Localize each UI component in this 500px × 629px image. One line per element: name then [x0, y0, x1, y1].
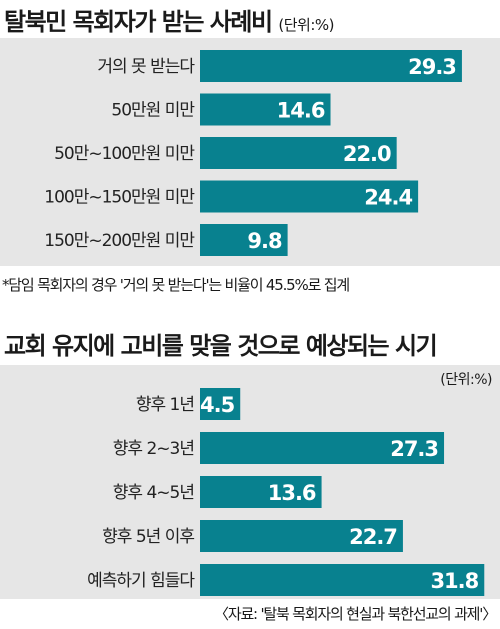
chart2-category-label: 향후 1년 — [136, 395, 194, 415]
chart1-category-label: 거의 못 받는다 — [97, 57, 195, 77]
chart1-title: 탈북민 목회자가 받는 사례비 (단위:%) — [4, 2, 335, 37]
chart2-value-label: 31.8 — [430, 569, 478, 593]
chart1-panel: 거의 못 받는다 29.3 50만원 미만 14.6 50만~100만원 미만 22.0 1… — [0, 38, 500, 266]
chart1-value-label: 22.0 — [343, 142, 391, 166]
chart1-svg: 거의 못 받는다 29.3 50만원 미만 14.6 50만~100만원 미만 22.0 1… — [44, 50, 462, 256]
chart2-title: 교회 유지에 고비를 맞을 것으로 예상되는 시기 — [4, 326, 438, 361]
chart2-bar — [200, 520, 403, 552]
chart2-category-label: 향후 4~5년 — [113, 483, 194, 503]
chart1-category-label: 150만~200만원 미만 — [44, 231, 195, 251]
chart1-bar — [200, 137, 397, 169]
chart1-bar — [200, 93, 331, 126]
chart2-unit: (단위:%) — [440, 372, 492, 388]
chart1-category-label: 50만원 미만 — [111, 101, 195, 121]
chart2-title-text: 교회 유지에 고비를 맞을 것으로 예상되는 시기 — [4, 332, 438, 360]
chart2-bar — [200, 476, 322, 508]
chart1-value-label: 9.8 — [247, 229, 282, 253]
chart1-title-text: 탈북민 목회자가 받는 사례비 — [4, 8, 273, 36]
chart1-value-label: 14.6 — [277, 99, 325, 123]
chart2-value-label: 22.7 — [349, 525, 397, 549]
chart2-value-label: 27.3 — [390, 437, 438, 461]
source-note: 〈자료: '탈북 목회자의 현실과 북한선교의 과제'〉 — [214, 605, 497, 623]
chart2-category-label: 향후 2~3년 — [113, 439, 194, 459]
chart2-bar — [200, 388, 241, 420]
chart2-bar — [200, 564, 485, 596]
chart1-note: *담임 목회자의 경우 '거의 못 받는다'는 비율이 45.5%로 집계 — [2, 276, 350, 294]
chart1-unit: (단위:%) — [278, 16, 335, 34]
chart1-bar — [200, 50, 462, 82]
chart1-bar — [200, 180, 419, 213]
chart2-value-label: 4.5 — [200, 393, 235, 417]
chart2-category-label: 향후 5년 이후 — [102, 527, 194, 547]
chart2-svg: 향후 1년 4.5 향후 2~3년 27.3 향후 4~5년 13.6 향후 5년 이후 22… — [87, 388, 485, 596]
chart1-category-label: 50만~100만원 미만 — [54, 144, 195, 164]
chart2-category-label: 예측하기 힘들다 — [87, 571, 195, 591]
chart2-value-label: 13.6 — [268, 481, 316, 505]
chart1-value-label: 24.4 — [364, 186, 412, 210]
chart1-category-label: 100만~150만원 미만 — [44, 188, 195, 208]
chart1-value-label: 29.3 — [408, 55, 456, 79]
chart1-bar — [200, 224, 288, 256]
chart2-panel: (단위:%) 향후 1년 4.5 향후 2~3년 27.3 향후 4~5년 13.6 향후 … — [0, 365, 500, 599]
chart2-bar — [200, 432, 445, 464]
